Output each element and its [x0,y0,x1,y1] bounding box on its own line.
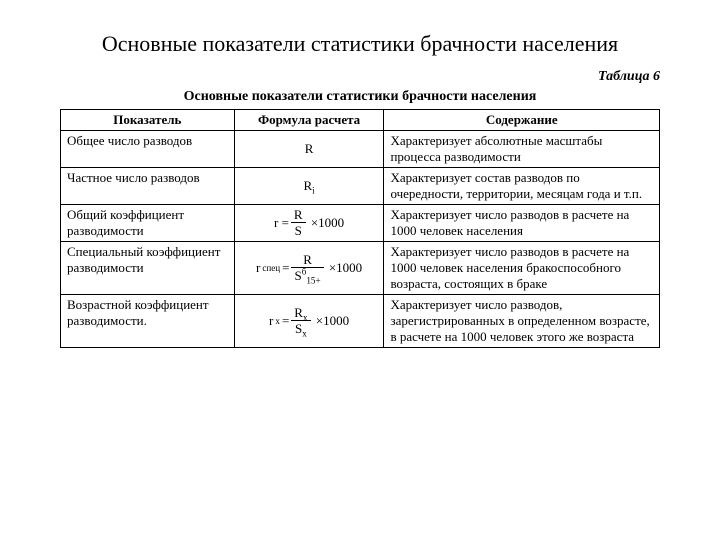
header-indicator: Показатель [61,109,235,130]
cell-indicator: Общее число разводов [61,130,235,167]
table-label: Таблица 6 [60,69,660,85]
page-title: Основные показатели статистики брачности… [60,30,660,59]
table-caption: Основные показатели статистики брачности… [60,89,660,105]
cell-indicator: Общий коэффициент разводимости [61,204,235,241]
cell-description: Характеризует число разводов в расчете н… [384,241,660,294]
table-row: Частное число разводов Ri Характеризует … [61,167,660,204]
cell-description: Характеризует число разводов в расчете н… [384,204,660,241]
table-body: Общее число разводов R Характеризует абс… [61,130,660,347]
table-header-row: Показатель Формула расчета Содержание [61,109,660,130]
cell-description: Характеризует состав разводов по очередн… [384,167,660,204]
cell-formula: R [234,130,384,167]
table-row: Общий коэффициент разводимости r = RS ×1… [61,204,660,241]
cell-description: Характеризует число разводов, зарегистри… [384,294,660,347]
header-content: Содержание [384,109,660,130]
table-row: Специальный коэффициент разводимости rсп… [61,241,660,294]
cell-formula: r = RS ×1000 [234,204,384,241]
header-formula: Формула расчета [234,109,384,130]
indicators-table: Показатель Формула расчета Содержание Об… [60,109,660,348]
cell-indicator: Специальный коэффициент разводимости [61,241,235,294]
table-row: Возрастной коэффициент разводимости. rх … [61,294,660,347]
cell-description: Характеризует абсолютные масштабы процес… [384,130,660,167]
cell-indicator: Частное число разводов [61,167,235,204]
cell-formula: rх = RхSх ×1000 [234,294,384,347]
table-row: Общее число разводов R Характеризует абс… [61,130,660,167]
cell-formula: rспец = RSб15+ ×1000 [234,241,384,294]
cell-indicator: Возрастной коэффициент разводимости. [61,294,235,347]
cell-formula: Ri [234,167,384,204]
